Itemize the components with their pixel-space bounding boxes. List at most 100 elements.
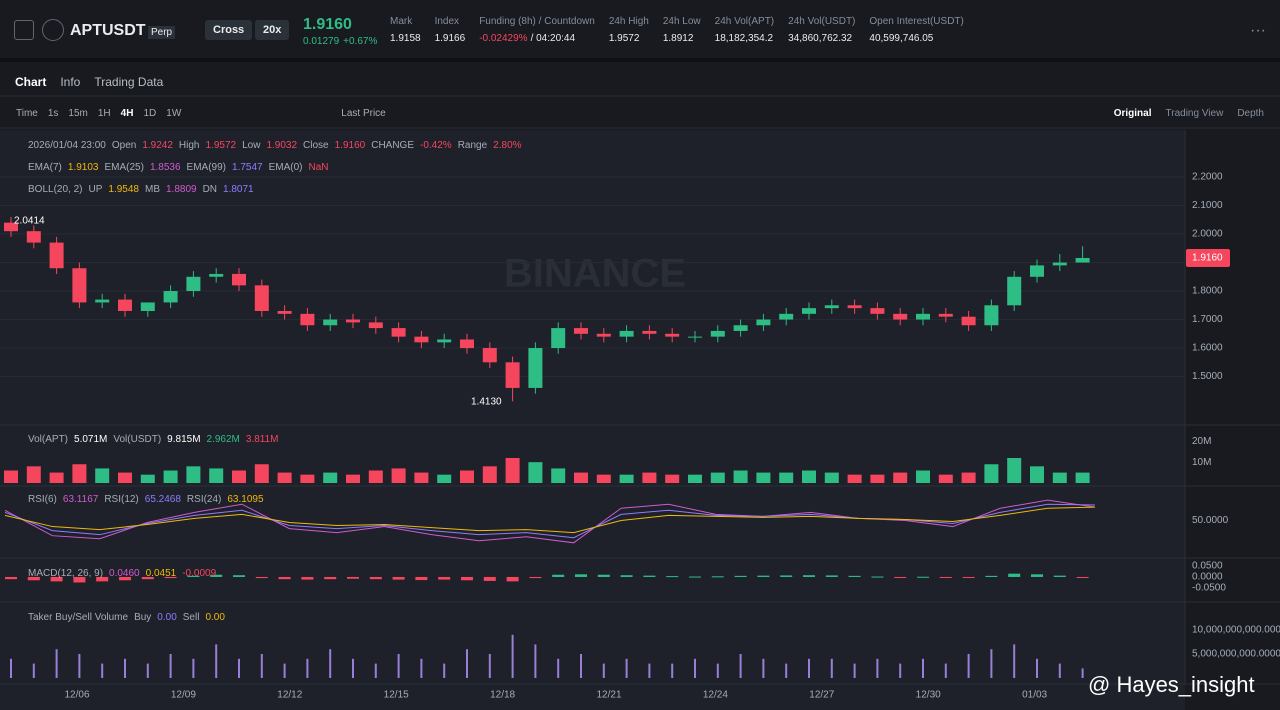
legend-label: EMA(0)	[268, 162, 303, 173]
interval[interactable]: 1W	[166, 108, 182, 119]
macd-bar	[780, 575, 793, 577]
change-pct: +0.67%	[343, 36, 378, 47]
candle-body	[482, 348, 497, 363]
macd-bar	[871, 576, 884, 578]
interval[interactable]: 1D	[143, 108, 157, 119]
favorite-icon[interactable]	[14, 20, 34, 40]
candle-body	[710, 330, 725, 337]
volume-bar	[72, 464, 87, 483]
taker-bar	[967, 654, 970, 678]
legend-value: 9.815M	[167, 434, 201, 445]
candle-body	[824, 305, 839, 309]
stat-label: 24h Low	[662, 16, 701, 27]
tab[interactable]: Chart	[15, 75, 47, 89]
macd-bar	[894, 576, 907, 578]
interval[interactable]: 4H	[120, 108, 134, 119]
low-label: 1.4130	[471, 397, 502, 408]
volume-bar	[209, 468, 224, 483]
macd-bar	[187, 575, 200, 577]
taker-bar	[762, 658, 765, 678]
candle-body	[756, 319, 771, 326]
volume-bar	[140, 474, 155, 483]
more-icon[interactable]: ···	[1250, 22, 1266, 39]
legend-label: EMA(99)	[186, 162, 226, 173]
toolbar: Time 1s 15m 1H 4H 1D 1W Last Price	[16, 108, 386, 119]
volume-bar	[323, 472, 338, 483]
stat-label: 24h Vol(APT)	[714, 16, 775, 27]
legend-label: Vol(USDT)	[113, 434, 162, 445]
view[interactable]: Trading View	[1165, 108, 1224, 119]
volume-bar	[779, 472, 794, 483]
coin-icon	[42, 19, 64, 41]
stat: Funding (8h) / Countdown -0.02429%/ 04:20…	[479, 16, 595, 44]
volume-bar	[710, 472, 725, 483]
taker-bar	[876, 658, 879, 678]
legend-value: -0.42%	[420, 140, 452, 151]
macd-bar	[689, 576, 701, 578]
taker-bar	[1013, 644, 1016, 678]
view[interactable]: Original	[1113, 108, 1152, 119]
taker-bar	[78, 654, 81, 678]
candle-body	[277, 310, 292, 314]
x-tick-label: 12/24	[703, 690, 728, 701]
volume-bar	[346, 474, 360, 483]
macd-bar	[324, 576, 337, 580]
view[interactable]: Depth	[1237, 108, 1264, 119]
macd-bar	[666, 576, 679, 578]
macd-bar	[552, 574, 565, 577]
legend-value: -0.0009	[182, 568, 217, 579]
stat-value: 40,599,746.05	[869, 33, 934, 44]
taker-bar	[808, 658, 810, 678]
stat: Index 1.9166	[435, 16, 466, 44]
taker-bar	[944, 663, 947, 678]
legend-label: RSI(24)	[186, 494, 222, 505]
legend-label: MACD(12, 26, 9)	[28, 568, 104, 579]
interval[interactable]: Time	[16, 108, 38, 119]
legend-macd: MACD(12, 26, 9) 0.0460 0.0451 -0.0009	[28, 568, 216, 579]
high-label: 2.0414	[14, 216, 45, 227]
y-tick-label: 20M	[1192, 436, 1211, 447]
macd-bar	[506, 576, 519, 582]
y-tick-label: 10,000,000,000.0000	[1192, 625, 1280, 636]
macd-bar	[757, 575, 770, 577]
taker-bar	[55, 649, 58, 678]
macd-bar	[415, 576, 428, 581]
interval[interactable]: 1H	[97, 108, 111, 119]
macd-bar	[483, 576, 496, 581]
x-tick-label: 12/18	[490, 690, 515, 701]
legend-value: 1.9160	[334, 140, 366, 151]
leverage-btn[interactable]: 20x	[255, 20, 290, 40]
candle-body	[209, 273, 224, 277]
volume-bar	[368, 470, 383, 483]
legend-value: 2.80%	[493, 140, 522, 151]
legend-label: Open	[111, 140, 137, 151]
y-tick-label: 0.0500	[1192, 561, 1223, 572]
taker-bar	[671, 663, 674, 678]
taker-bar	[146, 663, 149, 678]
interval[interactable]: 15m	[68, 108, 88, 119]
volume-bar	[232, 470, 246, 483]
macd-bar	[73, 576, 86, 583]
y-tick-label: 2.1000	[1192, 200, 1223, 211]
legend-label: Sell	[182, 612, 200, 623]
tab[interactable]: Info	[60, 75, 81, 89]
taker-bar	[169, 654, 172, 678]
symbol[interactable]: APTUSDT	[70, 22, 146, 39]
candle-body	[323, 319, 338, 326]
rsi-line	[4, 499, 1096, 544]
interval[interactable]: 1s	[47, 108, 59, 119]
tab[interactable]: Trading Data	[94, 75, 164, 89]
legend-label: MB	[144, 184, 160, 195]
macd-bar	[643, 575, 656, 577]
margin-btn[interactable]: Cross	[205, 20, 253, 40]
stat: 24h Vol(APT) 18,182,354.2	[715, 16, 774, 44]
candle-body	[779, 313, 794, 320]
stat-value: 1.8912	[662, 33, 694, 44]
taker-bar	[352, 658, 354, 678]
legend-value: 1.9103	[67, 162, 99, 173]
candle-body	[300, 313, 315, 326]
macd-bar	[119, 576, 131, 581]
price-type[interactable]: Last Price	[341, 108, 386, 119]
candle-body	[140, 302, 155, 311]
macd-bar	[1053, 575, 1066, 577]
